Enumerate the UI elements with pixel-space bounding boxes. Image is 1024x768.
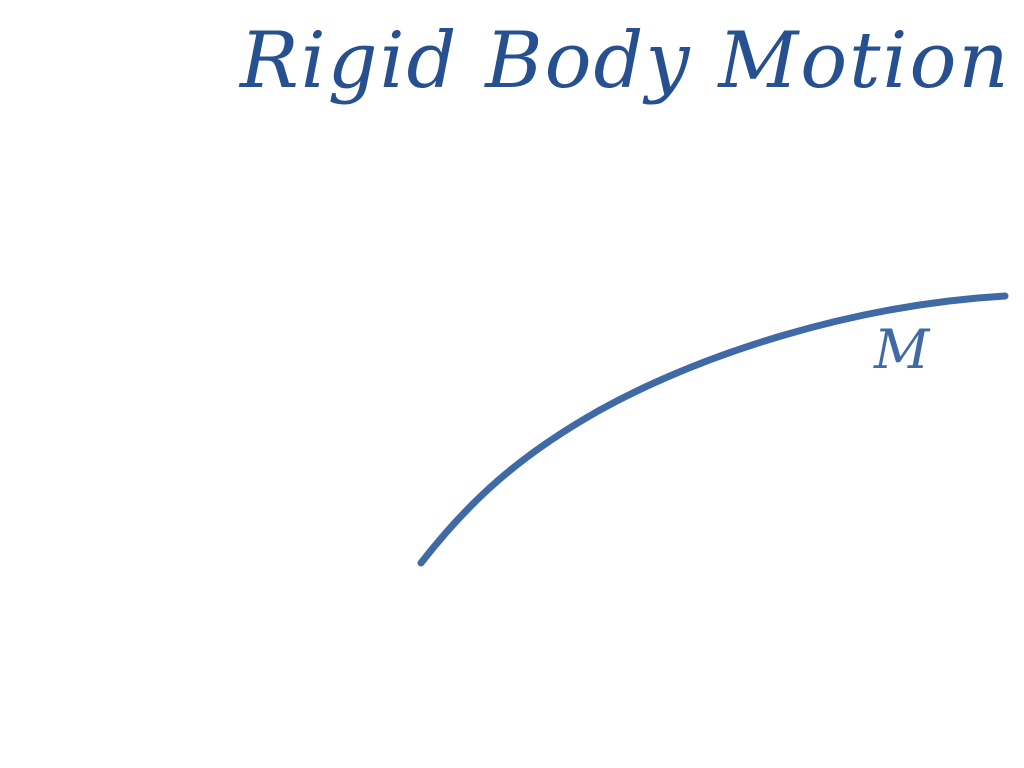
curve-label: M [873, 318, 931, 381]
manifold-curve [417, 292, 1009, 567]
